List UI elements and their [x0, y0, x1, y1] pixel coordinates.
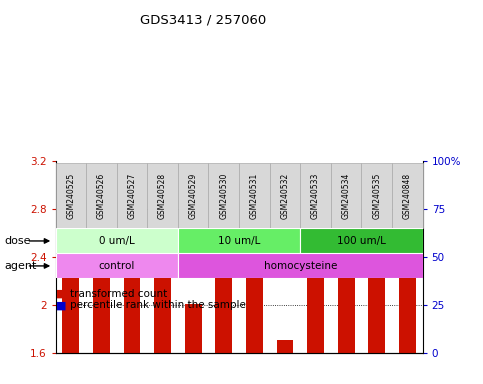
Text: GSM240532: GSM240532 [281, 173, 289, 219]
Bar [154, 266, 171, 353]
Text: GSM240526: GSM240526 [97, 173, 106, 219]
Bar [277, 340, 293, 353]
Text: GSM240534: GSM240534 [341, 173, 351, 219]
Text: dose: dose [5, 236, 31, 246]
Text: GSM240535: GSM240535 [372, 173, 381, 219]
Point [251, 225, 258, 232]
Bar [246, 258, 263, 353]
Point [67, 225, 75, 232]
Bar [399, 269, 416, 353]
Bar [86, 163, 117, 228]
Bar [215, 165, 232, 353]
Bar [338, 268, 355, 353]
Bar [331, 163, 361, 228]
Text: homocysteine: homocysteine [264, 261, 337, 271]
Text: control: control [99, 261, 135, 271]
Text: GSM240531: GSM240531 [250, 173, 259, 219]
Text: 0 um/L: 0 um/L [99, 236, 135, 246]
Bar [62, 256, 79, 353]
Bar [178, 253, 423, 278]
Text: GSM240528: GSM240528 [158, 173, 167, 219]
Text: GSM240530: GSM240530 [219, 173, 228, 219]
Point [220, 212, 227, 218]
Text: 100 um/L: 100 um/L [337, 236, 386, 246]
Text: agent: agent [5, 261, 37, 271]
Bar [307, 254, 324, 353]
Bar [361, 163, 392, 228]
Point [373, 225, 381, 232]
Bar [147, 163, 178, 228]
Bar [300, 228, 423, 253]
Text: GSM240848: GSM240848 [403, 173, 412, 219]
Bar [124, 258, 141, 353]
Point [342, 225, 350, 232]
Bar [117, 163, 147, 228]
Bar [270, 163, 300, 228]
Text: GSM240533: GSM240533 [311, 173, 320, 219]
Point [312, 225, 319, 232]
Text: percentile rank within the sample: percentile rank within the sample [70, 300, 246, 310]
Bar [56, 253, 178, 278]
Text: GSM240527: GSM240527 [128, 173, 137, 219]
Text: 10 um/L: 10 um/L [218, 236, 260, 246]
Bar [300, 163, 331, 228]
Text: GSM240525: GSM240525 [66, 173, 75, 219]
Bar [369, 269, 385, 353]
Bar [178, 163, 209, 228]
Point [98, 225, 105, 232]
Bar [209, 163, 239, 228]
Point [189, 231, 197, 237]
Text: ■: ■ [56, 300, 66, 310]
Bar [185, 304, 201, 353]
Text: GSM240529: GSM240529 [189, 173, 198, 219]
Text: transformed count: transformed count [70, 289, 167, 299]
Bar [93, 265, 110, 353]
Text: ■: ■ [56, 289, 66, 299]
Point [403, 225, 411, 232]
Bar [56, 163, 86, 228]
Point [159, 229, 167, 235]
Point [281, 233, 289, 239]
Bar [239, 163, 270, 228]
Point [128, 225, 136, 232]
Bar [56, 228, 178, 253]
Bar [392, 163, 423, 228]
Bar [178, 228, 300, 253]
Text: GDS3413 / 257060: GDS3413 / 257060 [140, 13, 266, 26]
